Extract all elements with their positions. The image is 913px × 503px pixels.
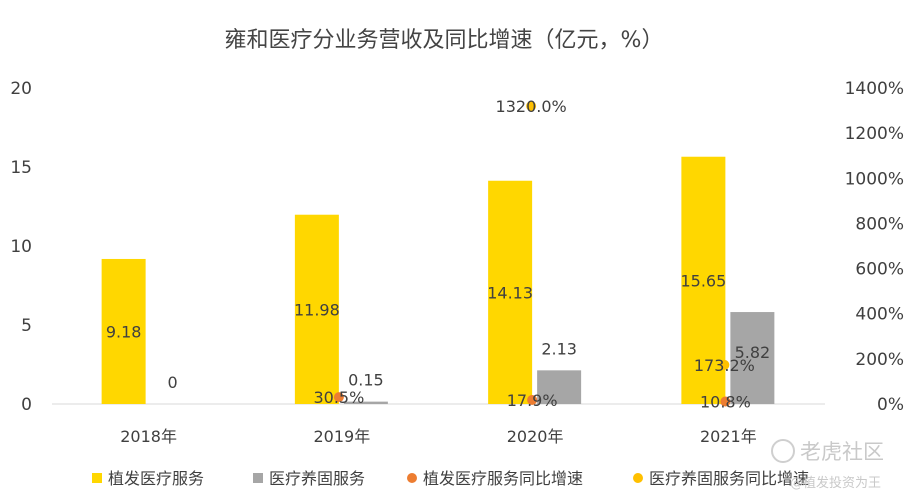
watermark-author: @植发投资为王	[790, 475, 881, 491]
x-tick-label: 2018年	[120, 427, 177, 446]
y2-tick-label: 1000%	[845, 169, 904, 189]
y-tick-label: 20	[10, 79, 32, 99]
y-tick-label: 5	[21, 316, 32, 336]
growth-value-label: 17.9%	[507, 391, 558, 410]
bar-series	[101, 156, 775, 404]
growth-point-hair-transplant	[720, 396, 731, 407]
y2-tick-label: 600%	[855, 260, 904, 280]
bar-hair-care	[343, 401, 388, 404]
right-axis-ticks: 0% 200% 400% 600% 800% 1000% 1200% 1400%	[845, 79, 904, 415]
y2-tick-label: 1400%	[845, 79, 904, 99]
category-axis-ticks: 2018年 2019年 2020年 2021年	[120, 427, 756, 446]
bar-hair-transplant	[101, 258, 146, 404]
x-tick-label: 2020年	[507, 427, 564, 446]
x-tick-label: 2021年	[700, 427, 757, 446]
bar-hair-transplant	[294, 214, 339, 404]
y2-tick-label: 200%	[855, 350, 904, 370]
growth-value-label: 1320.0%	[496, 97, 567, 116]
y2-tick-label: 0%	[877, 395, 904, 415]
y-tick-label: 15	[10, 158, 32, 178]
x-tick-label: 2019年	[314, 427, 371, 446]
growth-point-hair-care	[719, 359, 730, 370]
legend-label: 植发医疗服务	[108, 469, 204, 488]
bar-value-label: 15.65	[680, 271, 726, 290]
y2-tick-label: 1200%	[845, 124, 904, 144]
growth-value-label: 173.2%	[694, 356, 755, 375]
legend-swatch	[633, 473, 643, 483]
bar-value-label: 11.98	[294, 300, 340, 319]
growth-point-hair-transplant	[527, 394, 538, 405]
legend-swatch	[253, 473, 263, 483]
left-axis-ticks: 0 5 10 15 20	[10, 79, 32, 415]
bar-hair-care	[730, 312, 775, 404]
legend-label: 植发医疗服务同比增速	[423, 469, 583, 488]
legend-label: 医疗养固服务同比增速	[649, 469, 809, 488]
y-tick-label: 10	[10, 237, 32, 257]
growth-point-hair-care	[526, 101, 537, 112]
growth-value-label: 30.5%	[313, 388, 364, 407]
legend-swatch	[407, 473, 417, 483]
bar-value-label: 5.82	[735, 343, 771, 362]
legend-label: 医疗养固服务	[269, 469, 365, 488]
bar-value-label: 2.13	[541, 339, 577, 358]
bar-hair-transplant	[488, 180, 533, 404]
bar-hair-transplant	[681, 156, 726, 404]
y2-tick-label: 800%	[855, 214, 904, 234]
bar-value-label: 0	[168, 373, 178, 392]
watermark-brand: 老虎社区	[800, 440, 884, 464]
growth-point-hair-transplant	[333, 392, 344, 403]
watermark-logo-icon	[771, 439, 795, 463]
legend-swatch	[92, 473, 102, 483]
bar-value-label: 9.18	[106, 322, 142, 341]
watermark: 老虎社区 @植发投资为王	[771, 439, 884, 491]
y2-tick-label: 400%	[855, 305, 904, 325]
legend: 植发医疗服务 医疗养固服务 植发医疗服务同比增速 医疗养固服务同比增速	[92, 469, 809, 488]
bar-value-label: 0.15	[348, 371, 384, 390]
bar-value-label: 14.13	[487, 283, 533, 302]
chart-title: 雍和医疗分业务营收及同比增速（亿元，%）	[225, 28, 664, 53]
bar-hair-care	[537, 370, 582, 404]
y-tick-label: 0	[21, 395, 32, 415]
growth-value-label: 10.8%	[700, 393, 751, 412]
growth-points	[333, 101, 731, 407]
